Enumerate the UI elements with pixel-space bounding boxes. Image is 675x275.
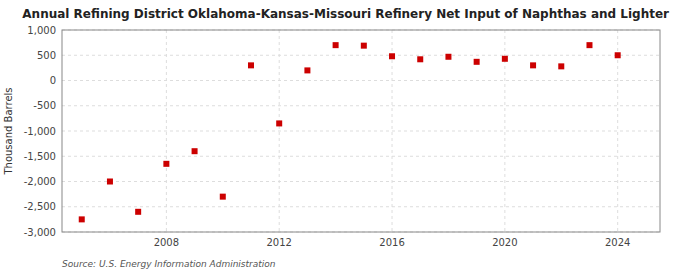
- point: [558, 63, 564, 69]
- x-grid-line: [166, 30, 167, 232]
- y-grid-line: [62, 55, 660, 56]
- y-axis-label: Thousand Barrels: [3, 87, 14, 175]
- title: Annual Refining District Oklahoma-Kansas…: [22, 7, 669, 21]
- point: [135, 209, 141, 215]
- chart: Annual Refining District Oklahoma-Kansas…: [0, 0, 675, 275]
- point: [389, 53, 395, 59]
- point: [304, 67, 310, 73]
- y-tick-label: -3,000: [24, 227, 56, 238]
- plot-frame: [62, 30, 660, 232]
- y-tick-label: -2,000: [24, 176, 56, 187]
- y-grid-line: [62, 80, 660, 81]
- point: [79, 216, 85, 222]
- y-tick-label: -500: [33, 100, 56, 111]
- point: [530, 62, 536, 68]
- source-note: Source: U.S. Energy Information Administ…: [62, 259, 276, 269]
- chart-container: Annual Refining District Oklahoma-Kansas…: [0, 0, 675, 275]
- x-grid-line: [279, 30, 280, 232]
- point: [615, 52, 621, 58]
- y-tick-label: -2,500: [24, 201, 56, 212]
- y-grid-line: [62, 131, 660, 132]
- grid: [62, 30, 660, 232]
- y-tick-label: -1,000: [24, 126, 56, 137]
- point: [502, 56, 508, 62]
- y-tick-label: -1,500: [24, 151, 56, 162]
- point: [361, 43, 367, 49]
- y-tick-label: 1,000: [27, 25, 56, 36]
- point: [474, 59, 480, 65]
- y-tick-label: 500: [37, 50, 56, 61]
- point: [107, 179, 113, 185]
- y-grid-line: [62, 156, 660, 157]
- y-grid-line: [62, 206, 660, 207]
- axes: -3,000 -2,500 -2,000 -1,500 -1,000 -500 0 500 1,…: [24, 25, 660, 249]
- point: [276, 120, 282, 126]
- point: [417, 56, 423, 62]
- y-tick-label: 0: [50, 75, 56, 86]
- y-grid-line: [62, 181, 660, 182]
- points: [79, 42, 621, 222]
- x-tick-label: 2012: [266, 237, 291, 248]
- point: [220, 194, 226, 200]
- point: [192, 148, 198, 154]
- x-grid-line: [392, 30, 393, 232]
- point: [248, 62, 254, 68]
- x-tick-label: 2016: [379, 237, 404, 248]
- y-grid-line: [62, 105, 660, 106]
- x-tick-label: 2024: [605, 237, 630, 248]
- x-grid-line: [617, 30, 618, 232]
- point: [586, 42, 592, 48]
- point: [333, 42, 339, 48]
- point: [163, 161, 169, 167]
- x-tick-label: 2008: [154, 237, 179, 248]
- point: [445, 54, 451, 60]
- x-tick-label: 2020: [492, 237, 517, 248]
